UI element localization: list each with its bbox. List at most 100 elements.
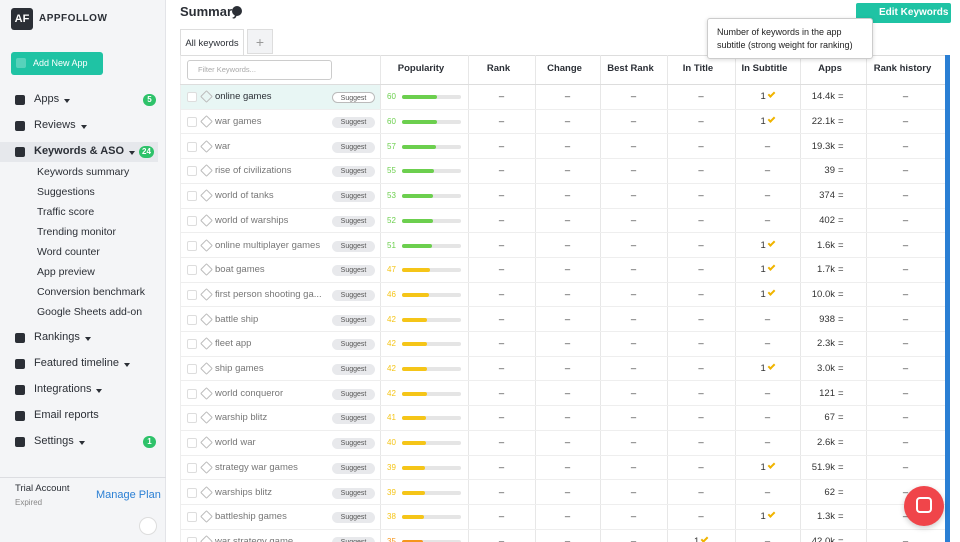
subnav-item[interactable]: Conversion benchmark bbox=[37, 286, 145, 298]
suggest-button[interactable]: Suggest bbox=[332, 240, 375, 252]
row-checkbox[interactable] bbox=[187, 92, 197, 103]
suggest-button[interactable]: Suggest bbox=[332, 536, 375, 542]
cell-change: – bbox=[564, 91, 571, 103]
cell-in-title: – bbox=[698, 511, 704, 523]
row-checkbox[interactable] bbox=[187, 191, 197, 202]
row-checkbox[interactable] bbox=[187, 364, 197, 375]
row-checkbox[interactable] bbox=[187, 487, 197, 498]
row-checkbox[interactable] bbox=[187, 141, 197, 152]
cell-in-title: – bbox=[698, 412, 704, 424]
column-header[interactable]: In Title bbox=[682, 63, 714, 74]
collapse-button[interactable] bbox=[139, 517, 157, 535]
row-checkbox[interactable] bbox=[187, 289, 197, 300]
suggest-button[interactable]: Suggest bbox=[332, 364, 375, 376]
suggest-button[interactable]: Suggest bbox=[332, 265, 375, 277]
nav-item[interactable]: Integrations bbox=[34, 383, 92, 395]
suggest-button[interactable]: Suggest bbox=[332, 117, 375, 129]
row-checkbox[interactable] bbox=[187, 462, 197, 473]
column-divider bbox=[866, 55, 867, 542]
suggest-button[interactable]: Suggest bbox=[332, 487, 375, 499]
cell-rank: – bbox=[498, 461, 505, 473]
cell-best-rank: – bbox=[630, 461, 637, 473]
suggest-button[interactable]: Suggest bbox=[332, 289, 375, 301]
row-checkbox[interactable] bbox=[187, 339, 197, 350]
nav-item[interactable]: Featured timeline bbox=[34, 357, 119, 369]
cell-change: – bbox=[564, 437, 571, 449]
suggest-button[interactable]: Suggest bbox=[332, 92, 375, 104]
suggest-button[interactable]: Suggest bbox=[332, 215, 375, 227]
suggest-button[interactable]: Suggest bbox=[332, 339, 375, 351]
column-header[interactable]: Popularity bbox=[397, 63, 445, 74]
keyword: war strategy game bbox=[215, 535, 294, 542]
row-checkbox[interactable] bbox=[187, 314, 197, 325]
logo: AF bbox=[11, 8, 33, 30]
column-divider bbox=[735, 55, 736, 542]
row-border bbox=[180, 429, 945, 431]
column-header[interactable]: Rank history bbox=[873, 63, 932, 74]
column-header[interactable]: In Subtitle bbox=[741, 63, 788, 74]
row-border bbox=[180, 503, 945, 505]
nav-icon bbox=[15, 385, 25, 395]
nav-item[interactable]: Reviews bbox=[34, 119, 76, 131]
subnav-item[interactable]: Traffic score bbox=[37, 206, 95, 218]
suggest-button[interactable]: Suggest bbox=[332, 314, 375, 326]
column-header[interactable]: Apps bbox=[818, 63, 842, 74]
nav-item[interactable]: Apps bbox=[34, 93, 60, 105]
row-checkbox[interactable] bbox=[187, 388, 197, 399]
filter-input[interactable]: Filter Keywords... bbox=[187, 60, 332, 80]
column-header[interactable]: Best Rank bbox=[607, 63, 654, 74]
row-border bbox=[180, 454, 945, 456]
suggest-button[interactable]: Suggest bbox=[332, 166, 375, 178]
row-checkbox[interactable] bbox=[187, 265, 197, 276]
popularity-bar bbox=[402, 243, 433, 248]
subnav-item[interactable]: Keywords summary bbox=[37, 166, 130, 178]
chat-button[interactable] bbox=[904, 486, 944, 526]
cell-rank: – bbox=[498, 239, 505, 251]
subnav-item[interactable]: Word counter bbox=[37, 246, 100, 258]
suggest-button[interactable]: Suggest bbox=[332, 388, 375, 400]
row-checkbox[interactable] bbox=[187, 240, 197, 251]
cell-best-rank: – bbox=[630, 165, 637, 177]
subnav-item[interactable]: Suggestions bbox=[37, 186, 95, 198]
cell-change: – bbox=[564, 313, 571, 325]
column-header[interactable]: Rank bbox=[486, 63, 511, 74]
nav-icon bbox=[15, 333, 25, 343]
row-checkbox[interactable] bbox=[187, 117, 197, 128]
suggest-button[interactable]: Suggest bbox=[332, 438, 375, 450]
tab-active[interactable]: All keywords bbox=[180, 29, 244, 56]
row-checkbox[interactable] bbox=[187, 536, 197, 542]
subnav-item[interactable]: Google Sheets add-on bbox=[37, 306, 143, 318]
nav-item[interactable]: Rankings bbox=[34, 331, 80, 343]
edit-keywords-button[interactable]: Edit Keywords bbox=[856, 3, 951, 23]
cell-best-rank: – bbox=[630, 511, 637, 523]
popularity-bar bbox=[402, 367, 427, 372]
add-app-button[interactable]: Add New App bbox=[11, 52, 103, 75]
popularity-track bbox=[402, 391, 461, 396]
brand-name: APPFOLLOW bbox=[39, 13, 108, 24]
column-header[interactable]: Change bbox=[547, 63, 582, 74]
suggest-button[interactable]: Suggest bbox=[332, 413, 375, 425]
subnav-item[interactable]: App preview bbox=[37, 266, 95, 278]
cell-rank-history: – bbox=[902, 486, 909, 498]
cell-best-rank: – bbox=[630, 140, 637, 152]
row-checkbox[interactable] bbox=[187, 438, 197, 449]
row-checkbox[interactable] bbox=[187, 512, 197, 523]
cell-change: – bbox=[564, 511, 571, 523]
manage-plan-link[interactable]: Manage Plan bbox=[96, 489, 161, 501]
row-checkbox[interactable] bbox=[187, 413, 197, 424]
subnav-item[interactable]: Trending monitor bbox=[37, 226, 116, 238]
suggest-button[interactable]: Suggest bbox=[332, 512, 375, 524]
nav-item[interactable]: Email reports bbox=[34, 409, 99, 421]
nav-item[interactable]: Settings bbox=[34, 435, 74, 447]
apps-trend: = bbox=[838, 313, 844, 325]
badge: 24 bbox=[139, 146, 154, 158]
tab-add[interactable]: + bbox=[247, 29, 273, 54]
cell-in-subtitle: 1 bbox=[760, 288, 766, 300]
suggest-button[interactable]: Suggest bbox=[332, 141, 375, 153]
suggest-button[interactable]: Suggest bbox=[332, 191, 375, 203]
row-checkbox[interactable] bbox=[187, 166, 197, 177]
suggest-button[interactable]: Suggest bbox=[332, 462, 375, 474]
row-checkbox[interactable] bbox=[187, 215, 197, 226]
cell-in-subtitle: – bbox=[764, 338, 771, 350]
nav-item[interactable]: Keywords & ASO bbox=[34, 145, 125, 157]
